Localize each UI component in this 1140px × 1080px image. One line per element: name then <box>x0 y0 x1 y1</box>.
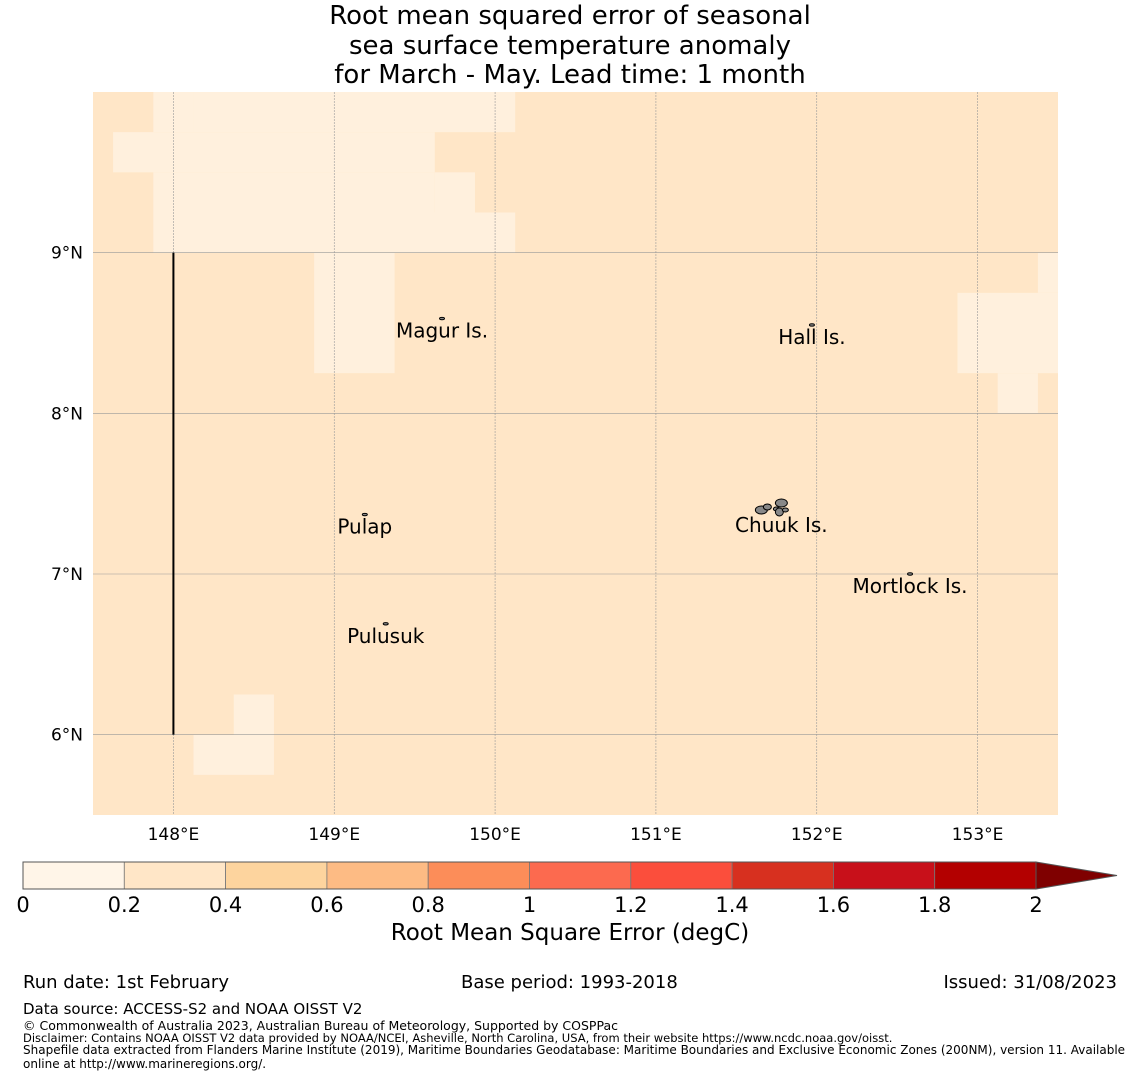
island-shape <box>762 503 772 511</box>
map-plot: Magur Is. Hall Is. Pulap Chuuk Is. Mortlock … <box>51 92 1058 845</box>
colorbar-tick-label: 0.6 <box>310 893 343 917</box>
shapefile-note-2: online at http://www.marineregions.org/. <box>23 1057 267 1071</box>
colorbar-extend-arrow <box>1035 861 1118 890</box>
colorbar-tick-label: 2 <box>1029 893 1042 917</box>
colorbar-bin <box>630 861 733 890</box>
low-error-cell <box>153 172 435 213</box>
longitude-tick-label: 151°E <box>630 825 682 845</box>
colorbar-label: Root Mean Square Error (degC) <box>390 920 750 946</box>
island-label: Pulusuk <box>347 624 425 648</box>
colorbar-tick-label: 1.4 <box>715 893 748 917</box>
colorbar-bins <box>22 861 1037 890</box>
island-label: Chuuk Is. <box>735 513 828 537</box>
latitude-tick-label: 7°N <box>51 565 83 585</box>
title-line-1: Root mean squared error of seasonal <box>329 1 811 31</box>
colorbar-bin <box>934 861 1037 890</box>
colorbar-tick-label: 0.4 <box>209 893 242 917</box>
colorbar-tick-label: 0 <box>16 893 29 917</box>
island-shape <box>439 316 446 321</box>
island-label: Mortlock Is. <box>853 574 968 598</box>
island-shape <box>361 512 368 517</box>
title-line-2: sea surface temperature anomaly <box>349 30 791 61</box>
low-error-cell <box>193 92 516 133</box>
colorbar-tick-labels: 0 0.2 0.4 0.6 0.8 1 1.2 1.4 1.6 1.8 2 <box>16 893 1042 917</box>
base-period: Base period: 1993-2018 <box>461 972 678 993</box>
colorbar-bin <box>833 861 936 890</box>
longitude-tick-label: 149°E <box>308 825 360 845</box>
island-markers: Magur Is. Hall Is. Pulap Chuuk Is. Mortlock … <box>337 316 968 648</box>
low-error-cell <box>957 292 1058 374</box>
longitude-tick-label: 148°E <box>148 825 200 845</box>
island-shape <box>781 507 789 513</box>
chart-title: Root mean squared error of seasonal sea … <box>200 1 940 91</box>
copyright: © Commonwealth of Australia 2023, Austra… <box>23 1018 618 1033</box>
low-error-cell <box>434 172 475 213</box>
longitude-tick-label: 153°E <box>952 825 1004 845</box>
latitude-tick-label: 8°N <box>51 404 83 424</box>
island-label: Hall Is. <box>778 325 845 349</box>
longitude-tick-labels: 148°E 149°E 150°E 151°E 152°E 153°E <box>148 825 1004 845</box>
island-shape <box>808 323 815 327</box>
colorbar-tick-label: 1.2 <box>614 893 647 917</box>
colorbar-outline <box>22 861 1037 890</box>
colorbar: 0 0.2 0.4 0.6 0.8 1 1.2 1.4 1.6 1.8 2 <box>16 861 1118 917</box>
latitude-tick-label: 9°N <box>51 244 83 264</box>
data-source: Data source: ACCESS-S2 and NOAA OISST V2 <box>23 1000 363 1018</box>
low-error-cell <box>1037 252 1058 293</box>
longitude-tick-label: 152°E <box>791 825 843 845</box>
disclaimer: Disclaimer: Contains NOAA OISST V2 data … <box>23 1031 893 1045</box>
low-error-cell <box>997 373 1038 414</box>
island-shape <box>382 622 389 626</box>
shapefile-note-1: Shapefile data extracted from Flanders M… <box>23 1043 1126 1057</box>
colorbar-bin <box>427 861 530 890</box>
colorbar-tick-label: 1.6 <box>817 893 850 917</box>
low-error-cell <box>233 694 274 735</box>
title-line-3: for March - May. Lead time: 1 month <box>334 60 806 90</box>
colorbar-tick-label: 1.8 <box>918 893 951 917</box>
colorbar-tick-label: 0.8 <box>411 893 444 917</box>
longitude-tick-label: 150°E <box>469 825 521 845</box>
colorbar-bin <box>326 861 429 890</box>
run-date: Run date: 1st February <box>23 972 229 993</box>
graticule <box>93 92 1058 815</box>
island-shape <box>774 498 788 508</box>
island-shape <box>907 572 914 576</box>
island-label: Magur Is. <box>396 319 488 343</box>
colorbar-bin <box>731 861 834 890</box>
low-error-cell <box>193 734 274 775</box>
colorbar-tick-label: 1 <box>523 893 536 917</box>
colorbar-bin <box>123 861 227 890</box>
latitude-tick-labels: 9°N 8°N 7°N 6°N <box>51 244 83 746</box>
latitude-tick-label: 6°N <box>51 726 83 746</box>
colorbar-bin <box>529 861 632 890</box>
island-label: Pulap <box>337 515 392 539</box>
colorbar-bin <box>225 861 328 890</box>
issued-date: Issued: 31/08/2023 <box>943 972 1117 993</box>
colorbar-tick-label: 0.2 <box>108 893 141 917</box>
low-error-cell <box>314 252 395 374</box>
low-error-cell <box>113 132 435 173</box>
colorbar-bin <box>22 861 125 890</box>
